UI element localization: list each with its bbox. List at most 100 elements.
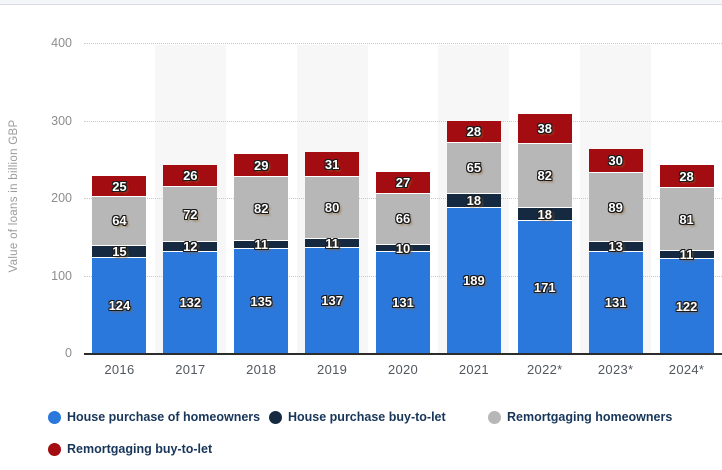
bar-value-label: 122 (675, 298, 698, 314)
legend-dot-icon (48, 410, 61, 424)
y-tick-label: 0 (65, 346, 72, 360)
bar-segment[interactable]: 66 (375, 192, 430, 244)
bar-value-label: 15 (112, 244, 127, 260)
bar-column: 31 80 11 137 (297, 43, 368, 353)
bar-segment[interactable]: 29 (234, 153, 289, 177)
legend-label: House purchase of homeowners (67, 410, 261, 424)
bar-value-label: 189 (463, 272, 485, 288)
bar-value-label: 12 (183, 239, 198, 255)
bar-segment[interactable]: 25 (92, 176, 147, 196)
bar-segment[interactable]: 81 (659, 187, 714, 250)
stacked-bar[interactable]: 26 72 12 132 (163, 165, 218, 353)
bar-value-label: 30 (608, 153, 623, 169)
bar-segment[interactable]: 12 (163, 239, 218, 255)
x-tick-label: 2016 (104, 362, 135, 377)
bar-segment[interactable]: 27 (375, 171, 430, 193)
legend-label: House purchase buy-to-let (288, 410, 446, 424)
bar-segment[interactable]: 80 (305, 176, 360, 239)
bar-segment[interactable]: 28 (659, 165, 714, 188)
bar-segment[interactable]: 28 (446, 120, 501, 143)
bar-column: 25 64 15 124 (84, 43, 155, 353)
bar-segment[interactable]: 131 (375, 251, 430, 353)
bar-segment[interactable]: 31 (305, 152, 360, 177)
y-tick-label: 100 (51, 268, 72, 283)
bar-segment[interactable]: 72 (163, 185, 218, 242)
bar-segment[interactable]: 64 (92, 195, 147, 246)
legend-label: Remortgaging buy-to-let (67, 442, 213, 456)
bar-segment[interactable]: 132 (163, 250, 218, 353)
bar-segment[interactable]: 15 (92, 244, 147, 260)
bar-column: 28 81 11 122 (651, 43, 722, 353)
bar-value-label: 13 (608, 239, 623, 255)
bar-segment[interactable]: 171 (517, 220, 572, 353)
stacked-bar[interactable]: 28 81 11 122 (659, 165, 714, 353)
gridline (84, 120, 722, 122)
bar-value-label: 135 (250, 293, 273, 309)
bar-segment[interactable]: 11 (305, 235, 360, 251)
bar-value-label: 131 (604, 295, 627, 311)
bar-value-label: 28 (679, 168, 694, 184)
bar-segment[interactable]: 89 (588, 172, 643, 242)
bar-value-label: 66 (395, 211, 411, 227)
bar-column: 29 82 11 135 (226, 43, 297, 353)
plot-area: 25 64 15 124 26 72 12 132 29 82 11 135 31 80 11 137 27 66… (84, 43, 722, 355)
bar-value-label: 38 (537, 120, 552, 136)
bar-segment[interactable]: 18 (446, 192, 501, 207)
y-tick-label: 400 (51, 36, 72, 50)
bar-segment[interactable]: 13 (588, 239, 643, 255)
stacked-bar[interactable]: 31 80 11 137 (305, 152, 360, 353)
stacked-bar[interactable]: 28 65 18 189 (446, 120, 501, 353)
y-tick-label: 200 (51, 191, 72, 205)
bar-segment[interactable]: 82 (517, 143, 572, 207)
bar-segment[interactable]: 38 (517, 113, 572, 143)
bar-column: 38 82 18 171 (509, 43, 580, 353)
bar-segment[interactable]: 11 (659, 248, 714, 261)
bar-value-label: 64 (112, 213, 127, 229)
bar-value-label: 132 (179, 294, 202, 310)
x-tick-label: 2021 (458, 362, 489, 377)
stacked-bar[interactable]: 29 82 11 135 (234, 153, 289, 353)
y-tick-label: 300 (51, 113, 72, 128)
legend-item: Remortgaging homeowners (488, 409, 672, 425)
bar-segment[interactable]: 189 (446, 206, 501, 353)
bar-value-label: 65 (466, 160, 482, 176)
bar-segment[interactable]: 135 (234, 248, 289, 353)
bar-value-label: 10 (395, 240, 411, 256)
bar-segment[interactable]: 131 (588, 251, 643, 353)
bar-column: 28 65 18 189 (438, 43, 509, 353)
bar-value-label: 124 (108, 297, 131, 313)
legend-item: House purchase buy-to-let (269, 409, 446, 425)
bar-segment[interactable]: 137 (305, 246, 360, 353)
x-tick-label: 2017 (175, 362, 206, 377)
bar-segment[interactable]: 18 (517, 206, 572, 221)
x-tick-label: 2023* (597, 362, 634, 377)
bar-value-label: 11 (254, 237, 269, 253)
bar-segment[interactable]: 10 (375, 240, 430, 256)
stacked-bar[interactable]: 38 82 18 171 (517, 113, 572, 353)
legend-item: House purchase of homeowners (48, 409, 260, 425)
bar-segment[interactable]: 65 (446, 142, 501, 193)
bar-value-label: 31 (324, 156, 340, 172)
stacked-bar[interactable]: 25 64 15 124 (92, 176, 147, 353)
bar-value-label: 27 (395, 174, 411, 190)
bar-segment[interactable]: 26 (163, 165, 218, 186)
bar-segment[interactable]: 30 (588, 149, 643, 173)
x-tick-label: 2018 (246, 362, 277, 377)
stacked-bar[interactable]: 30 89 13 131 (588, 149, 643, 353)
bar-column: 27 66 10 131 (368, 43, 439, 353)
bar-value-label: 81 (679, 211, 694, 227)
y-axis-title: Value of loans in billion GBP (8, 119, 20, 273)
bar-segment[interactable]: 122 (659, 258, 714, 353)
legend-dot-icon (269, 410, 282, 424)
legend-item: Remortgaging buy-to-let (48, 441, 212, 457)
bar-segment[interactable]: 124 (92, 256, 147, 353)
bar-value-label: 82 (537, 167, 552, 183)
stacked-bar[interactable]: 27 66 10 131 (375, 171, 430, 353)
bar-segment[interactable]: 11 (234, 237, 289, 253)
bar-value-label: 82 (253, 201, 269, 217)
bar-column: 26 72 12 132 (155, 43, 226, 353)
x-tick-label: 2019 (317, 362, 348, 377)
legend-dot-icon (48, 442, 61, 456)
bar-segment[interactable]: 82 (234, 176, 289, 240)
bar-value-label: 11 (325, 235, 339, 251)
